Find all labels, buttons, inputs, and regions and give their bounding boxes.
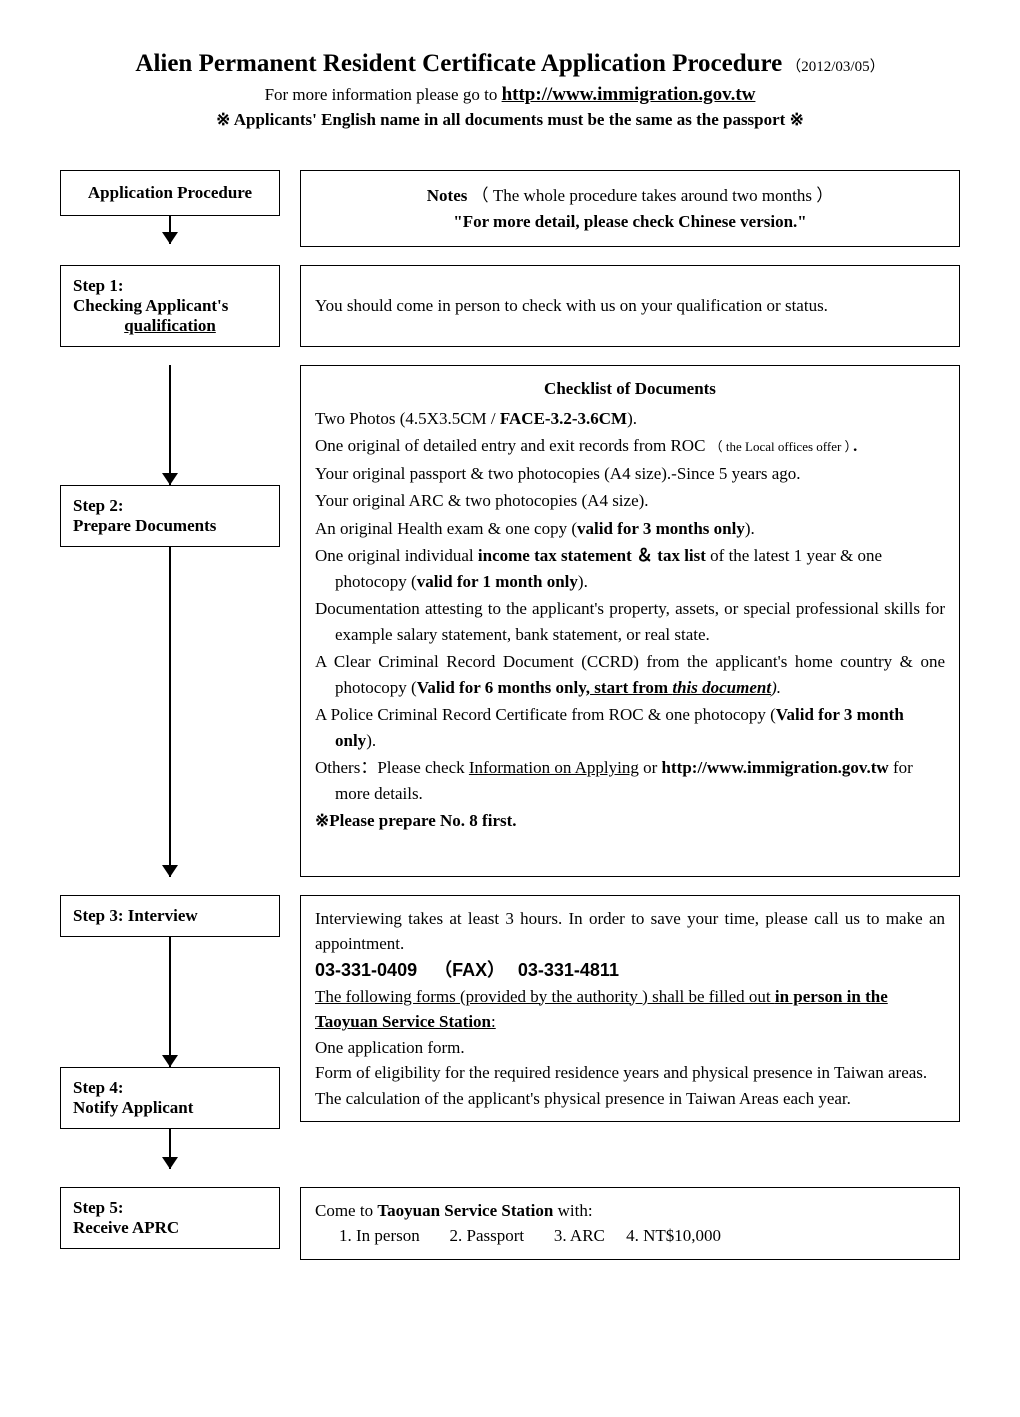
subtitle-prefix: For more information please go to	[265, 85, 502, 104]
step5-row: Step 5: Receive APRC Come to Taoyuan Ser…	[60, 1187, 960, 1260]
interview-form-1: One application form.	[315, 1035, 945, 1061]
title-row: Alien Permanent Resident Certificate App…	[60, 50, 960, 78]
step4-box: Step 4: Notify Applicant	[60, 1067, 280, 1129]
checklist-note: ※Please prepare No. 8 first.	[315, 808, 945, 834]
step2-line2: Prepare Documents	[73, 516, 267, 536]
name-warning: ※ Applicants' English name in all docume…	[60, 110, 960, 130]
connector-arrow	[169, 365, 171, 485]
checklist-item-7: Documentation attesting to the applicant…	[315, 596, 945, 647]
step3-4-row: Step 3: Interview Step 4: Notify Applica…	[60, 895, 960, 1169]
right-header-box: Notes Notes （ The whole procedure takes …	[300, 170, 960, 247]
interview-form-3: The calculation of the applicant's physi…	[315, 1086, 945, 1112]
checklist-item-9: A Police Criminal Record Certificate fro…	[315, 702, 945, 753]
checklist-item-5: An original Health exam & one copy (vali…	[315, 516, 945, 542]
step1-box: Step 1: Checking Applicant's qualificati…	[60, 265, 280, 347]
checklist-item-1: Two Photos (4.5X3.5CM / FACE-3.2-3.6CM).	[315, 406, 945, 432]
step2-row: Step 2: Prepare Documents Checklist of D…	[60, 365, 960, 877]
connector-arrow	[169, 937, 171, 1067]
phone-number: 03-331-0409	[315, 960, 417, 980]
interview-box: Interviewing takes at least 3 hours. In …	[300, 895, 960, 1123]
step5-box: Step 5: Receive APRC	[60, 1187, 280, 1249]
header-row: Application Procedure Notes Notes （ The …	[60, 170, 960, 247]
step2-box: Step 2: Prepare Documents	[60, 485, 280, 547]
right-header-line2: "For more detail, please check Chinese v…	[311, 209, 949, 235]
step3-box: Step 3: Interview	[60, 895, 280, 937]
step2-title: Step 2:	[73, 496, 267, 516]
checklist-item-6: One original individual income tax state…	[315, 543, 945, 594]
step4-title: Step 4:	[73, 1078, 267, 1098]
step1-note-box: You should come in person to check with …	[300, 265, 960, 347]
interview-forms-intro: The following forms (provided by the aut…	[315, 984, 945, 1035]
step1-note-text: You should come in person to check with …	[315, 293, 828, 319]
page-title: Alien Permanent Resident Certificate App…	[135, 50, 782, 77]
interview-phone-row: 03-331-0409 （FAX） 03-331-4811	[315, 957, 945, 984]
connector-arrow	[169, 547, 171, 877]
step1-title: Step 1:	[73, 276, 267, 296]
interview-intro: Interviewing takes at least 3 hours. In …	[315, 906, 945, 957]
immigration-url-link[interactable]: http://www.immigration.gov.tw	[502, 84, 756, 105]
connector-arrow	[169, 1129, 171, 1169]
left-header-text: Application Procedure	[88, 183, 252, 202]
checklist-item-10: Others：Please check Information on Apply…	[315, 755, 945, 806]
step4-line2: Notify Applicant	[73, 1098, 267, 1118]
checklist-item-2: One original of detailed entry and exit …	[315, 433, 945, 459]
step5-note-line1: Come to Taoyuan Service Station with:	[315, 1198, 945, 1224]
checklist-title: Checklist of Documents	[315, 376, 945, 402]
step5-title: Step 5:	[73, 1198, 267, 1218]
checklist-item-3: Your original passport & two photocopies…	[315, 461, 945, 487]
checklist-item-8: A Clear Criminal Record Document (CCRD) …	[315, 649, 945, 700]
subtitle-row: For more information please go to http:/…	[60, 84, 960, 106]
date-suffix: （2012/03/05）	[786, 59, 884, 75]
step5-items: 1. In person 2. Passport 3. ARC 4. NT$10…	[315, 1223, 945, 1249]
step1-line3: qualification	[73, 316, 267, 336]
fax-number: 03-331-4811	[518, 960, 619, 980]
interview-form-2: Form of eligibility for the required res…	[315, 1060, 945, 1086]
step5-line2: Receive APRC	[73, 1218, 267, 1238]
step1-row: Step 1: Checking Applicant's qualificati…	[60, 265, 960, 347]
checklist-item-4: Your original ARC & two photocopies (A4 …	[315, 488, 945, 514]
checklist-box: Checklist of Documents Two Photos (4.5X3…	[300, 365, 960, 877]
step3-title: Step 3: Interview	[73, 906, 267, 926]
connector-arrow	[169, 216, 171, 244]
fax-label: （FAX）	[434, 960, 505, 980]
step5-note-box: Come to Taoyuan Service Station with: 1.…	[300, 1187, 960, 1260]
left-header-box: Application Procedure	[60, 170, 280, 216]
right-header-line1: Notes Notes （ The whole procedure takes …	[311, 183, 949, 209]
step1-line2: Checking Applicant's	[73, 296, 267, 316]
